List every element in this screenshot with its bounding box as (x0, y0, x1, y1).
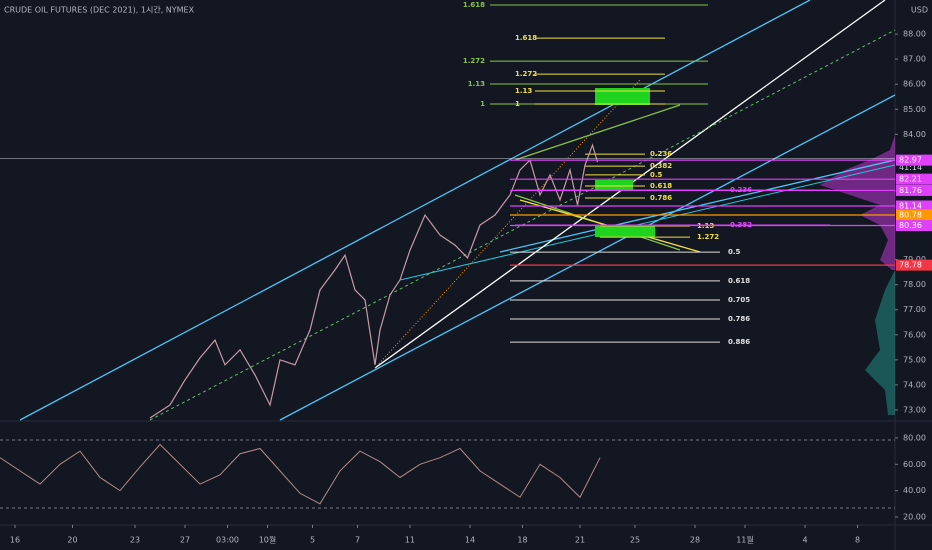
fib-label: 0.786 (650, 194, 672, 202)
price-tag-label: 80.78 (899, 211, 922, 220)
price-tag (896, 173, 932, 185)
fib-label: 0.886 (728, 338, 750, 346)
fib-label: 0.382 (650, 162, 672, 170)
fib-label: 1.13 (468, 80, 485, 88)
fib-label: 0.618 (728, 277, 750, 285)
fib-label: 1.272 (515, 70, 537, 78)
fib-label: 1 (480, 100, 485, 108)
fib-label: 0.5 (728, 248, 741, 256)
target-box (595, 180, 633, 190)
price-tag (896, 259, 932, 271)
channel-line (279, 94, 896, 421)
y-tick-label: 75.00 (903, 355, 926, 364)
y-tick-label: 74.00 (903, 380, 926, 389)
y-tick-label: 88.00 (903, 30, 926, 39)
x-tick-label: 03:00 (216, 536, 239, 545)
fib-label: 0.786 (728, 315, 750, 323)
fib-label: 1.618 (463, 1, 485, 9)
rsi-tick-label: 60.00 (903, 460, 926, 469)
fib-label: 1.272 (463, 57, 485, 65)
x-tick-label: 5 (310, 536, 315, 545)
fib-label: 1 (515, 100, 520, 108)
y-tick-label: 79.00 (903, 255, 926, 264)
x-tick-label: 25 (630, 536, 640, 545)
price-tag-label: 80.36 (899, 221, 922, 230)
rsi-tick-label: 20.00 (903, 512, 926, 521)
y-tick-label: 84.00 (903, 130, 926, 139)
x-tick-label: 4 (802, 536, 807, 545)
price-tag-label: 82.97 (899, 156, 922, 165)
x-tick-label: 14 (465, 536, 475, 545)
price-tag-label: 81.76 (899, 186, 922, 195)
y-tick-label: 78.00 (903, 280, 926, 289)
y-tick-label: 86.00 (903, 80, 926, 89)
countdown: 41:14 (899, 163, 922, 172)
price-tag (896, 209, 932, 221)
price-line (149, 143, 599, 419)
rsi-tick-label: 40.00 (903, 486, 926, 495)
x-tick-label: 28 (690, 536, 700, 545)
x-tick-label: 21 (575, 536, 585, 545)
x-tick-label: 11 (405, 536, 415, 545)
currency-label: USD (911, 6, 928, 15)
dotted-line (374, 79, 641, 369)
price-tag (896, 200, 932, 212)
y-tick-label: 76.00 (903, 330, 926, 339)
price-tag (896, 220, 932, 232)
price-tag (896, 184, 932, 196)
x-tick-label: 23 (130, 536, 140, 545)
price-tag-label: 78.78 (899, 261, 922, 270)
rsi-tick-label: 80.00 (903, 433, 926, 442)
x-tick-label: 16 (10, 536, 20, 545)
fib-label: 1.13 (515, 87, 532, 95)
fib-label: 0.236 (650, 150, 672, 158)
x-tick-label: 8 (855, 536, 860, 545)
price-tag-label: 82.21 (899, 175, 922, 184)
fib-label: 1.618 (515, 34, 537, 42)
volume-profile (820, 135, 895, 270)
wedge-line (514, 104, 681, 161)
fib-label: 0.5 (650, 171, 663, 179)
price-tag-label: 81.14 (899, 201, 922, 210)
rsi-line (0, 443, 601, 505)
channel-line (19, 0, 811, 421)
fib-label: 1.272 (697, 233, 719, 241)
y-tick-label: 87.00 (903, 55, 926, 64)
fib-label: 0.705 (728, 296, 750, 304)
y-tick-label: 77.00 (903, 305, 926, 314)
x-tick-label: 20 (67, 536, 77, 545)
x-tick-label: 7 (355, 536, 360, 545)
y-tick-label: 73.00 (903, 405, 926, 414)
price-tag (896, 154, 932, 166)
target-box (595, 225, 655, 237)
x-tick-label: 27 (180, 536, 190, 545)
y-tick-label: 85.00 (903, 105, 926, 114)
fib-label: 0.618 (650, 182, 672, 190)
x-tick-label: 18 (517, 536, 527, 545)
target-box (595, 88, 650, 105)
chart-title: CRUDE OIL FUTURES (DEC 2021), 1시간, NYMEX (4, 5, 195, 15)
x-tick-label: 11월 (736, 535, 754, 545)
x-tick-label: 10월 (259, 535, 277, 545)
channel-line (399, 164, 896, 281)
volume-profile (865, 270, 895, 415)
